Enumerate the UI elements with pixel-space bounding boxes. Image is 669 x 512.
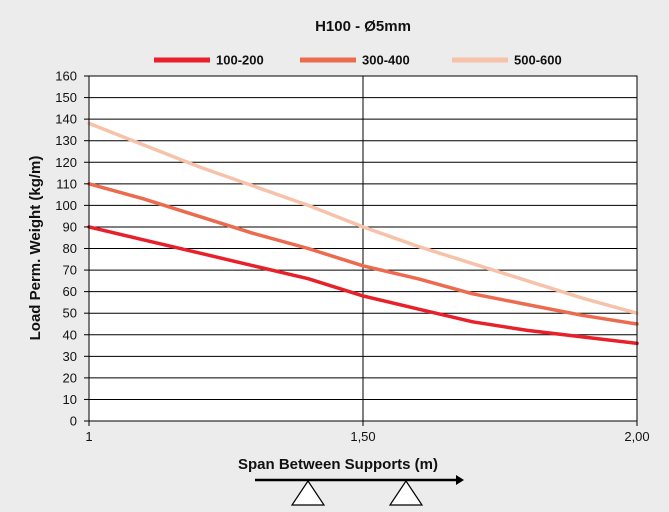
y-tick-label: 0 <box>70 414 77 429</box>
y-tick-label: 60 <box>63 284 77 299</box>
plot-frame <box>88 75 638 422</box>
y-tick-label: 40 <box>63 327 77 342</box>
y-tick-label: 50 <box>63 306 77 321</box>
y-tick-label: 80 <box>63 241 77 256</box>
series-layer <box>87 121 639 346</box>
legend-label-100-200: 100-200 <box>216 53 264 68</box>
y-tick-label: 110 <box>56 176 77 191</box>
y-tick-label: 30 <box>63 349 77 364</box>
series-line-500-600 <box>87 121 639 315</box>
y-tick-label: 120 <box>55 155 77 170</box>
x-tick-label: 1 <box>85 429 92 444</box>
y-tick-label: 20 <box>63 370 77 385</box>
legend-label-500-600: 500-600 <box>514 53 562 68</box>
support-beam-icon <box>255 475 464 506</box>
y-tick-label: 90 <box>63 219 77 234</box>
y-tick-label: 140 <box>55 112 77 127</box>
x-tick-label: 1,50 <box>350 429 375 444</box>
y-tick-label: 130 <box>55 133 77 148</box>
y-tick-label: 70 <box>63 263 77 278</box>
axis-layer: 0 10 20 30 40 50 60 70 80 90 100 110 120 130 140 150 160… <box>55 69 649 445</box>
y-tick-label: 10 <box>63 392 77 407</box>
legend: 100-200 300-400 500-600 <box>154 53 562 68</box>
legend-label-300-400: 300-400 <box>362 53 410 68</box>
y-tick-label: 100 <box>55 198 77 213</box>
x-tick-label: 2,00 <box>624 429 649 444</box>
series-line-100-200 <box>87 225 639 346</box>
y-axis-label: Load Perm. Weight (kg/m) <box>27 156 44 341</box>
series-line-300-400 <box>87 182 639 326</box>
x-axis-label: Span Between Supports (m) <box>238 456 438 473</box>
y-tick-label: 160 <box>55 69 77 84</box>
chart-title: H100 - Ø5mm <box>315 18 411 35</box>
y-tick-label: 150 <box>55 90 77 105</box>
